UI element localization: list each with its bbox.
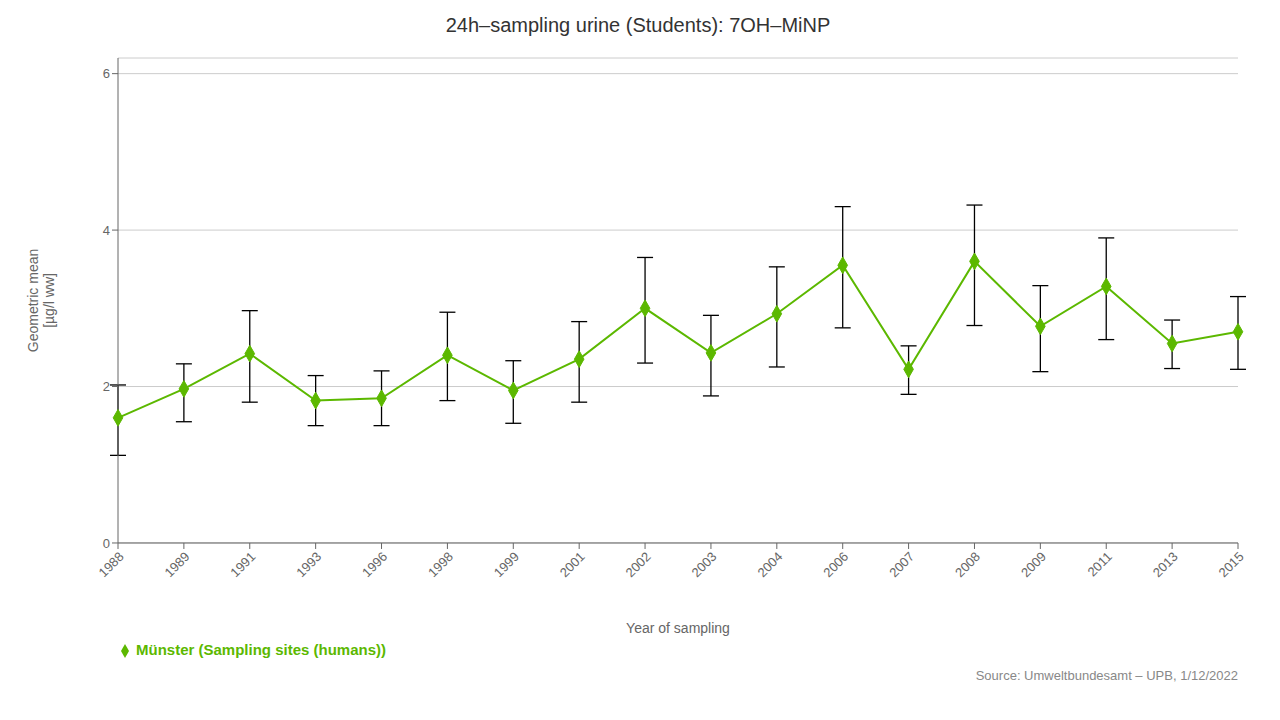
- svg-text:1989: 1989: [161, 549, 192, 580]
- html-text:Münster (Sampling sites (human: Münster (Sampling sites (humans)): [136, 641, 386, 658]
- html-text:24h–sampling urine (Students):: 24h–sampling urine (Students): 7OH–MiNP: [445, 14, 831, 36]
- svg-text:2013: 2013: [1150, 549, 1181, 580]
- svg-text:Geometric mean[µg/l ww]: Geometric mean[µg/l ww]: [25, 249, 58, 352]
- svg-text:2008: 2008: [952, 549, 983, 580]
- svg-text:2: 2: [103, 379, 110, 394]
- svg-text:1988: 1988: [96, 549, 127, 580]
- svg-text:6: 6: [103, 66, 110, 81]
- svg-text:2011: 2011: [1084, 549, 1114, 579]
- svg-text:1998: 1998: [425, 549, 456, 580]
- html-text:Source: Umweltbundesamt – UPB,: Source: Umweltbundesamt – UPB, 1/12/2022: [975, 668, 1238, 683]
- svg-text:4: 4: [103, 223, 110, 238]
- svg-text:2007: 2007: [886, 549, 917, 580]
- svg-text:2009: 2009: [1018, 549, 1049, 580]
- svg-text:1991: 1991: [227, 549, 258, 580]
- svg-text:1996: 1996: [359, 549, 390, 580]
- svg-text:2002: 2002: [623, 549, 654, 580]
- svg-text:2001: 2001: [557, 549, 588, 580]
- svg-text:1993: 1993: [293, 549, 324, 580]
- svg-text:Year of sampling: Year of sampling: [626, 620, 730, 636]
- svg-text:2003: 2003: [689, 549, 720, 580]
- svg-text:2015: 2015: [1216, 549, 1247, 580]
- svg-text:0: 0: [103, 536, 110, 551]
- svg-text:2006: 2006: [820, 549, 851, 580]
- svg-text:1999: 1999: [491, 549, 522, 580]
- svg-text:2004: 2004: [754, 549, 785, 580]
